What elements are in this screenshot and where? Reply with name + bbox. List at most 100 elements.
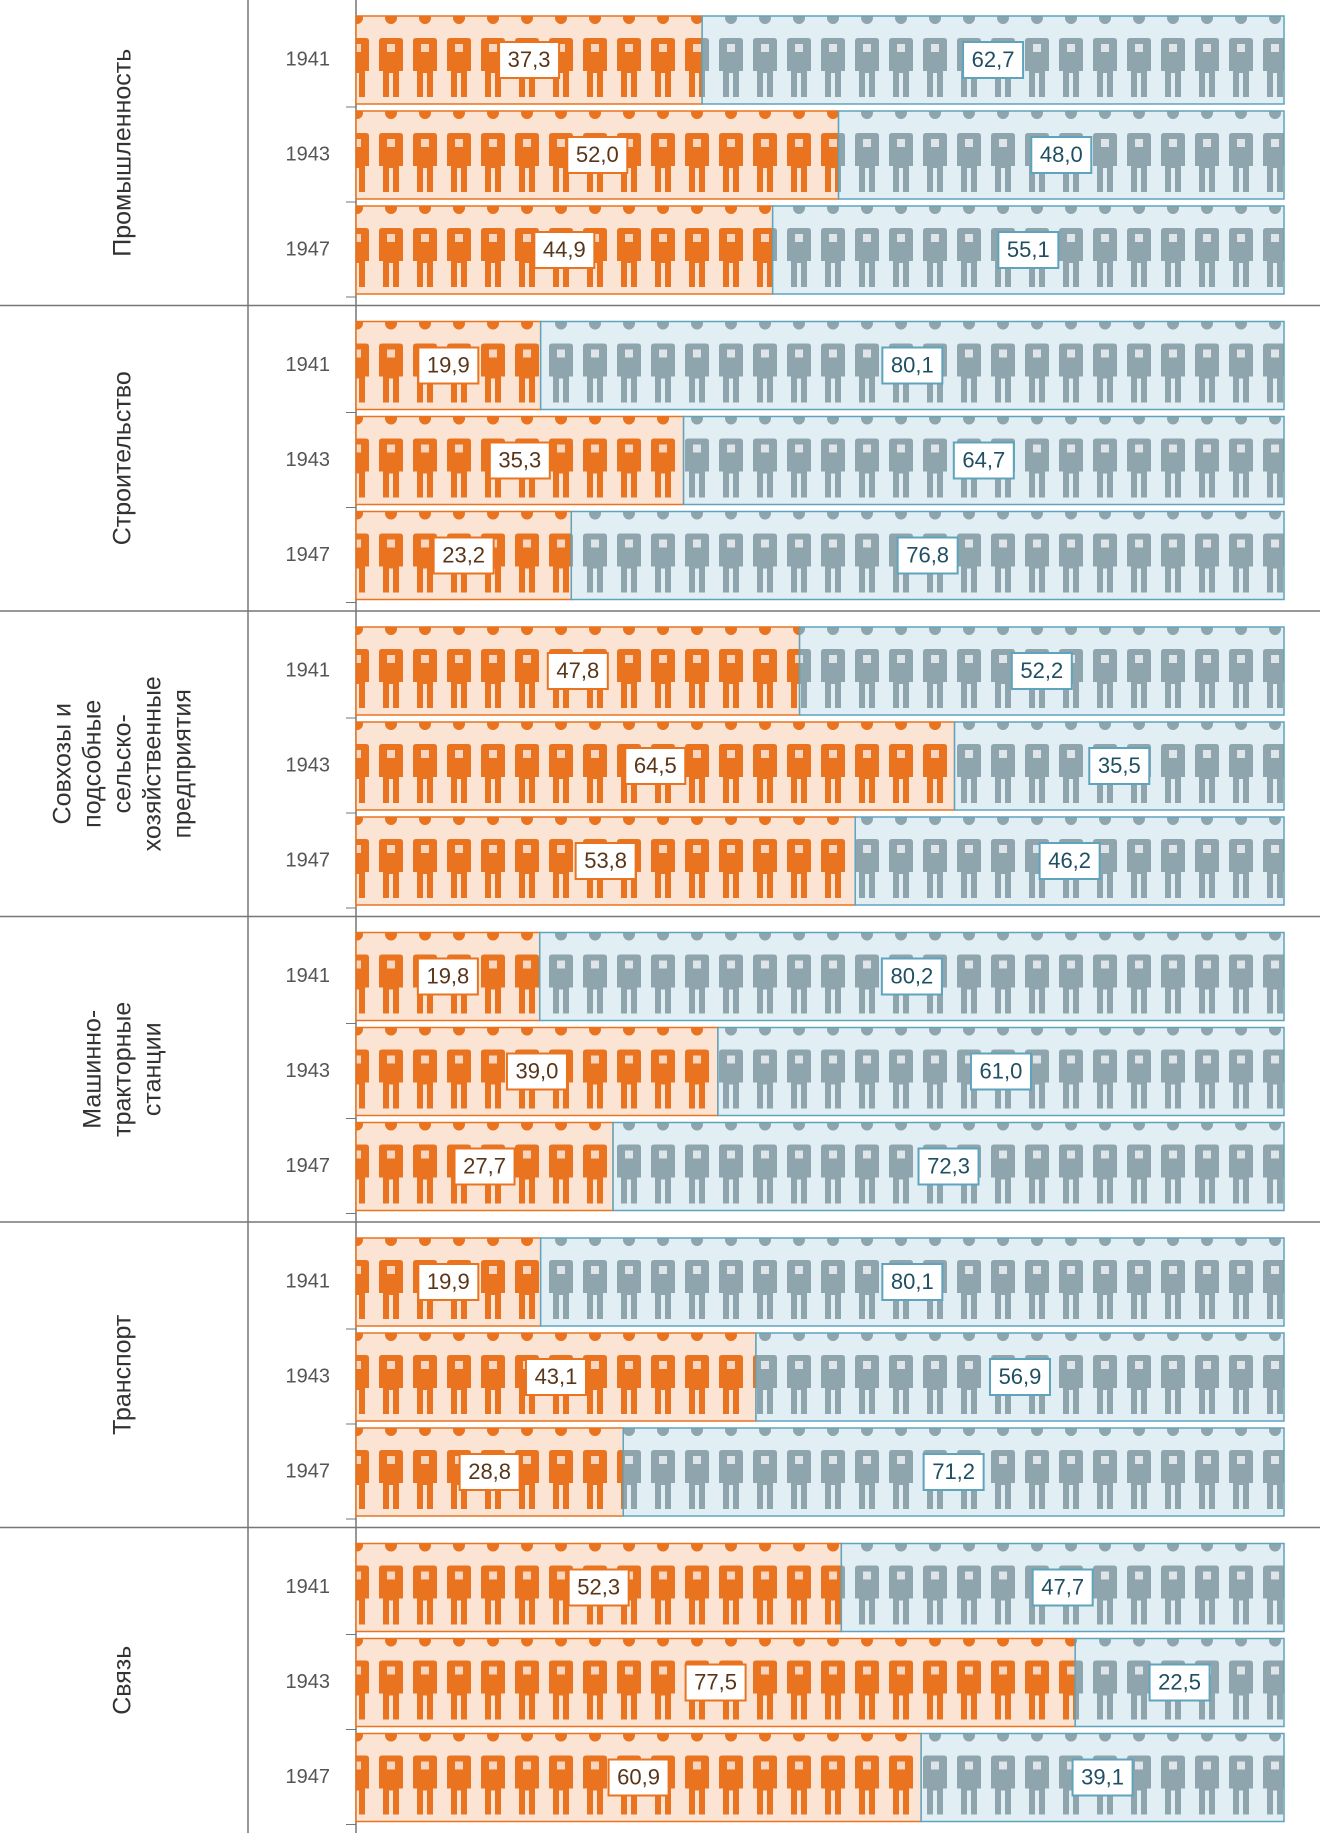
value-label: 23,2 bbox=[442, 542, 485, 567]
value-label: 22,5 bbox=[1158, 1669, 1201, 1694]
value-label: 27,7 bbox=[463, 1153, 506, 1178]
value-label: 44,9 bbox=[543, 237, 586, 262]
value-label: 53,8 bbox=[584, 848, 627, 873]
sector-label: хозяйственные bbox=[139, 676, 167, 851]
value-label-box bbox=[453, 1147, 516, 1186]
value-label: 28,8 bbox=[468, 1459, 511, 1484]
value-label: 76,8 bbox=[906, 542, 949, 567]
value-label-box bbox=[432, 536, 495, 575]
sector-label: Совхозы и bbox=[49, 703, 77, 824]
sector-label: Машинно- bbox=[79, 1010, 107, 1129]
value-label-box bbox=[416, 957, 479, 996]
value-label-box bbox=[881, 1263, 944, 1301]
value-label: 60,9 bbox=[617, 1764, 660, 1789]
sector-label: сельско- bbox=[109, 714, 137, 813]
sector-label: тракторные bbox=[109, 1002, 137, 1137]
value-label: 64,7 bbox=[962, 447, 1005, 472]
year-label: 1943 bbox=[286, 1060, 331, 1082]
value-label: 64,5 bbox=[634, 753, 677, 778]
value-label-box bbox=[458, 1453, 521, 1491]
value-label: 52,0 bbox=[576, 142, 619, 167]
value-label: 39,1 bbox=[1081, 1764, 1124, 1789]
value-label-box bbox=[566, 136, 629, 174]
sector-label: станции bbox=[139, 1022, 167, 1116]
value-label-box bbox=[567, 1568, 630, 1607]
value-label-box bbox=[1010, 652, 1073, 690]
sector-label: Связь bbox=[109, 1646, 137, 1715]
year-label: 1943 bbox=[286, 449, 331, 471]
year-label: 1947 bbox=[286, 849, 331, 871]
value-label: 52,3 bbox=[577, 1574, 620, 1599]
value-label-box bbox=[533, 231, 596, 269]
year-label: 1947 bbox=[286, 238, 331, 260]
value-label: 47,7 bbox=[1041, 1574, 1084, 1599]
year-label: 1943 bbox=[286, 143, 331, 165]
value-label-box bbox=[880, 957, 943, 996]
value-label-box bbox=[1071, 1758, 1134, 1797]
year-label: 1947 bbox=[286, 544, 331, 566]
value-label: 71,2 bbox=[932, 1459, 975, 1484]
year-label: 1941 bbox=[286, 1270, 331, 1292]
value-label-box bbox=[498, 41, 561, 79]
year-label: 1947 bbox=[286, 1155, 331, 1177]
sector-label: предприятия bbox=[169, 689, 197, 838]
value-label-box bbox=[988, 1358, 1051, 1396]
value-label-box bbox=[624, 747, 687, 785]
year-label: 1941 bbox=[286, 354, 331, 376]
value-label-box bbox=[607, 1758, 670, 1797]
value-label-box bbox=[917, 1147, 980, 1186]
year-label: 1941 bbox=[286, 659, 331, 681]
value-label-box bbox=[524, 1358, 587, 1396]
value-label: 47,8 bbox=[556, 658, 599, 683]
value-label: 56,9 bbox=[999, 1364, 1042, 1389]
value-label-box bbox=[488, 441, 551, 480]
sector-label: подсобные bbox=[79, 700, 107, 828]
value-label: 61,0 bbox=[980, 1058, 1023, 1083]
value-label-box bbox=[417, 1263, 480, 1301]
year-label: 1947 bbox=[286, 1766, 331, 1788]
value-label-box bbox=[546, 652, 609, 690]
year-label: 1943 bbox=[286, 754, 331, 776]
sector-label: Строительство bbox=[109, 371, 137, 545]
value-label-box bbox=[969, 1052, 1032, 1091]
year-label: 1941 bbox=[286, 48, 331, 70]
value-label: 52,2 bbox=[1020, 658, 1063, 683]
value-label-box bbox=[1038, 842, 1101, 880]
value-label-box bbox=[684, 1663, 747, 1702]
value-label: 39,0 bbox=[516, 1058, 559, 1083]
value-label-box bbox=[952, 441, 1015, 480]
value-label: 19,9 bbox=[427, 352, 470, 377]
value-label-box bbox=[1030, 136, 1093, 174]
value-label: 80,1 bbox=[891, 352, 934, 377]
year-label: 1947 bbox=[286, 1460, 331, 1482]
year-label: 1943 bbox=[286, 1671, 331, 1693]
sector-label: Транспорт bbox=[109, 1314, 137, 1435]
value-label-box bbox=[1031, 1568, 1094, 1607]
value-label-box bbox=[896, 536, 959, 575]
value-label: 37,3 bbox=[508, 47, 551, 72]
value-label: 35,3 bbox=[498, 447, 541, 472]
year-label: 1941 bbox=[286, 965, 331, 987]
value-label-box bbox=[505, 1052, 568, 1091]
value-label: 72,3 bbox=[927, 1153, 970, 1178]
year-label: 1941 bbox=[286, 1576, 331, 1598]
value-label: 77,5 bbox=[694, 1669, 737, 1694]
value-label-box bbox=[1088, 747, 1151, 785]
value-label: 19,8 bbox=[426, 963, 469, 988]
value-label-box bbox=[962, 41, 1025, 79]
value-label-box bbox=[574, 842, 637, 880]
value-label: 55,1 bbox=[1007, 237, 1050, 262]
value-label-box bbox=[922, 1453, 985, 1491]
value-label-box bbox=[997, 231, 1060, 269]
value-label-box bbox=[881, 346, 944, 385]
value-label: 80,2 bbox=[890, 963, 933, 988]
value-label: 80,1 bbox=[891, 1269, 934, 1294]
value-label-box bbox=[417, 346, 480, 385]
value-label-box bbox=[1148, 1663, 1211, 1702]
value-label: 35,5 bbox=[1098, 753, 1141, 778]
value-label: 19,9 bbox=[427, 1269, 470, 1294]
value-label: 43,1 bbox=[535, 1364, 578, 1389]
year-label: 1943 bbox=[286, 1365, 331, 1387]
sector-label: Промышленность bbox=[109, 49, 137, 257]
